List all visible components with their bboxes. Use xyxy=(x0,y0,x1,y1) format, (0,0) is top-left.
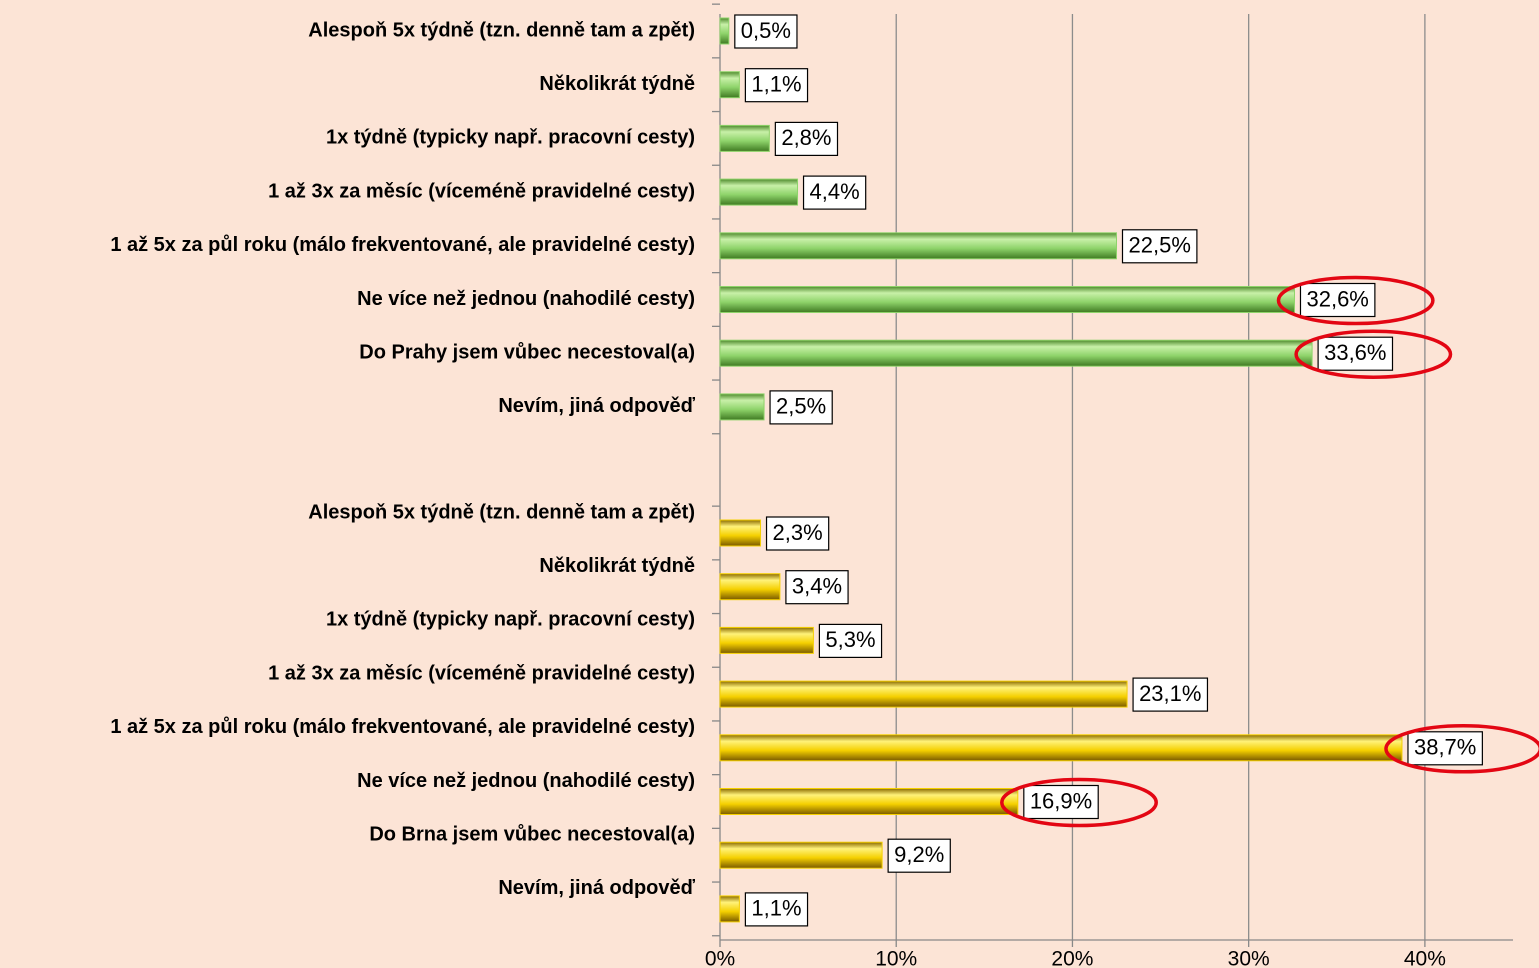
bar xyxy=(719,339,1313,367)
value-label: 4,4% xyxy=(810,179,860,204)
bar xyxy=(719,841,883,869)
value-label: 32,6% xyxy=(1306,286,1368,311)
value-label-box xyxy=(1299,282,1376,318)
category-label: Alespoň 5x týdně (tzn. denně tam a zpět) xyxy=(308,501,695,523)
value-label-box xyxy=(785,570,849,605)
category-label: Nevím, jiná odpověď xyxy=(498,395,695,417)
value-label: 2,8% xyxy=(781,125,831,150)
value-label-box xyxy=(765,516,830,551)
category-label: Do Prahy jsem vůbec necestoval(a) xyxy=(359,341,695,363)
bar xyxy=(719,895,740,923)
value-label: 22,5% xyxy=(1129,233,1191,258)
value-label: 3,4% xyxy=(792,574,842,599)
highlight-ring xyxy=(1000,777,1158,828)
value-label: 1,1% xyxy=(751,896,801,921)
category-label: Alespoň 5x týdně (tzn. denně tam a zpět) xyxy=(308,19,695,41)
value-label-box xyxy=(1023,784,1099,820)
category-label: Několikrát týdně xyxy=(539,73,695,95)
bar xyxy=(719,734,1403,762)
x-tick-label: 30% xyxy=(1228,948,1270,968)
value-label: 5,3% xyxy=(825,627,875,652)
category-label: Do Brna jsem vůbec necestoval(a) xyxy=(369,823,695,845)
x-tick-label: 10% xyxy=(875,948,917,968)
bar xyxy=(719,232,1117,260)
bar xyxy=(719,17,730,45)
value-label: 2,3% xyxy=(773,520,823,545)
value-label-box xyxy=(1317,336,1394,371)
x-tick-label: 0% xyxy=(705,948,735,968)
value-label: 33,6% xyxy=(1324,340,1386,365)
bar xyxy=(719,393,765,421)
highlight-ring xyxy=(1294,329,1453,379)
bar xyxy=(719,519,762,547)
value-label-box xyxy=(774,121,839,157)
category-label: 1x týdně (typicky např. pracovní cesty) xyxy=(326,127,695,149)
bar xyxy=(719,626,814,654)
bar xyxy=(719,124,770,152)
value-label: 23,1% xyxy=(1139,681,1201,706)
value-label-box xyxy=(734,14,798,49)
bar xyxy=(719,788,1019,815)
value-label-box xyxy=(818,623,883,659)
category-label: 1 až 5x za půl roku (málo frekventované,… xyxy=(110,716,695,738)
value-label: 2,5% xyxy=(776,394,826,419)
category-label: Několikrát týdně xyxy=(539,555,695,577)
value-label: 38,7% xyxy=(1414,735,1476,760)
value-label-box xyxy=(744,892,809,927)
highlight-ring xyxy=(1384,724,1539,774)
value-label: 0,5% xyxy=(741,18,791,43)
x-tick-label: 40% xyxy=(1404,948,1446,968)
value-label-box xyxy=(887,838,951,873)
value-label: 16,9% xyxy=(1030,788,1092,813)
value-label: 9,2% xyxy=(894,842,944,867)
x-tick-label: 20% xyxy=(1051,948,1093,968)
category-label: Nevím, jiná odpověď xyxy=(498,877,695,899)
category-label: 1 až 3x za měsíc (víceméně pravidelné ce… xyxy=(268,662,695,684)
category-label: Ne více než jednou (nahodilé cesty) xyxy=(357,770,695,792)
value-label-box xyxy=(1121,229,1198,264)
value-label-box xyxy=(1407,731,1483,766)
value-label-box xyxy=(1132,677,1209,712)
bar xyxy=(719,178,799,206)
value-label: 1,1% xyxy=(751,72,801,97)
bar xyxy=(719,286,1295,313)
value-label-box xyxy=(769,390,833,425)
category-label: 1 až 3x za měsíc (víceméně pravidelné ce… xyxy=(268,180,695,202)
highlight-ring xyxy=(1276,275,1435,326)
bar xyxy=(719,573,781,601)
value-label-box xyxy=(802,175,867,210)
bar xyxy=(719,680,1128,708)
category-label: Ne více než jednou (nahodilé cesty) xyxy=(357,288,695,310)
category-label: 1x týdně (typicky např. pracovní cesty) xyxy=(326,609,695,631)
value-label-box xyxy=(744,68,809,103)
category-label: 1 až 5x za půl roku (málo frekventované,… xyxy=(110,234,695,256)
bar xyxy=(719,71,740,99)
